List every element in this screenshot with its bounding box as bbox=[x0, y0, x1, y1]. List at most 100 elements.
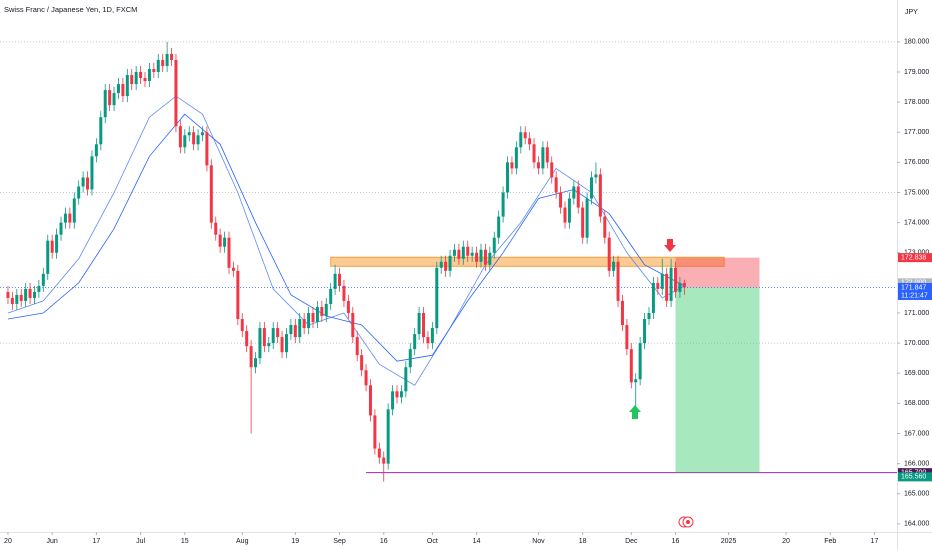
candle-body bbox=[483, 249, 487, 265]
candle-body bbox=[37, 285, 41, 292]
event-icon[interactable] bbox=[686, 520, 690, 524]
price-badge-label: 165.560 bbox=[901, 474, 926, 481]
candle-body bbox=[461, 246, 465, 259]
moving-average bbox=[7, 95, 685, 386]
candle-body bbox=[338, 273, 342, 286]
candle-body bbox=[501, 192, 505, 217]
y-tick-label: 168.000 bbox=[904, 400, 929, 407]
y-tick-label: 180.000 bbox=[904, 39, 929, 46]
candle-body bbox=[329, 288, 333, 304]
candle-body bbox=[448, 255, 452, 271]
x-tick-label: Sep bbox=[333, 538, 346, 545]
x-tick-label: 20 bbox=[782, 538, 790, 545]
candle-body bbox=[130, 75, 134, 85]
candle-body bbox=[116, 84, 120, 94]
candle-body bbox=[311, 312, 315, 323]
candle-body bbox=[86, 177, 90, 190]
candle-body bbox=[519, 132, 523, 148]
y-tick-label: 179.000 bbox=[904, 69, 929, 76]
x-tick-label: Nov bbox=[532, 538, 545, 545]
candle-body bbox=[59, 222, 63, 235]
x-tick-label: 16 bbox=[672, 538, 680, 545]
candle-body bbox=[545, 147, 549, 163]
candle-body bbox=[81, 177, 85, 187]
candle-body bbox=[134, 71, 138, 85]
candle-body bbox=[192, 132, 196, 145]
candle-body bbox=[625, 325, 629, 350]
candle-body bbox=[492, 237, 496, 253]
candle-body bbox=[457, 249, 461, 259]
candle-body bbox=[488, 252, 492, 265]
candle-body bbox=[333, 273, 337, 289]
candle-body bbox=[629, 349, 633, 383]
target-zone bbox=[675, 287, 760, 473]
y-tick-label: 166.000 bbox=[904, 460, 929, 467]
x-tick-label: 2025 bbox=[721, 538, 737, 545]
candle-body bbox=[567, 198, 571, 223]
candle-body bbox=[218, 234, 222, 247]
price-badge bbox=[898, 278, 932, 288]
candle-body bbox=[616, 261, 620, 301]
candle-body bbox=[293, 325, 297, 338]
candle-body bbox=[399, 391, 403, 398]
candle-body bbox=[506, 162, 510, 193]
candle-body bbox=[302, 319, 306, 329]
candle-body bbox=[342, 285, 346, 301]
candle-body bbox=[479, 249, 483, 262]
candle-body bbox=[121, 84, 125, 97]
candle-body bbox=[607, 237, 611, 271]
y-tick-label: 164.000 bbox=[904, 521, 929, 528]
candle-body bbox=[426, 337, 430, 344]
candle-body bbox=[245, 331, 249, 347]
candle-body bbox=[647, 312, 651, 320]
candle-body bbox=[514, 147, 518, 169]
candle-body bbox=[6, 291, 10, 298]
candle-body bbox=[669, 267, 673, 301]
candle-body bbox=[581, 207, 585, 238]
candle-body bbox=[360, 355, 364, 371]
candle-body bbox=[590, 177, 594, 199]
candle-body bbox=[594, 174, 598, 178]
candle-body bbox=[99, 117, 103, 145]
candle-body bbox=[373, 415, 377, 449]
y-tick-label: 176.000 bbox=[904, 159, 929, 166]
candle-body bbox=[205, 132, 209, 166]
price-badge-label: 171.847 bbox=[901, 284, 926, 291]
x-tick-label: Feb bbox=[824, 538, 836, 545]
candle-body bbox=[395, 391, 399, 398]
candle-body bbox=[276, 328, 280, 338]
candle-body bbox=[24, 288, 28, 301]
candle-body bbox=[174, 59, 178, 127]
candle-body bbox=[289, 325, 293, 335]
candle-body bbox=[280, 337, 284, 353]
plot-area bbox=[0, 41, 897, 482]
candle-body bbox=[674, 267, 678, 292]
candle-body bbox=[408, 349, 412, 368]
candle-body bbox=[377, 448, 381, 458]
candle-body bbox=[19, 294, 23, 301]
candle-body bbox=[108, 90, 112, 106]
candle-body bbox=[413, 334, 417, 350]
candle-body bbox=[643, 319, 647, 344]
candle-body bbox=[258, 328, 262, 359]
candle-body bbox=[572, 186, 576, 199]
candle-body bbox=[112, 93, 116, 106]
candle-body bbox=[391, 391, 395, 410]
x-tick-label: Jun bbox=[47, 538, 58, 545]
y-tick-label: 169.000 bbox=[904, 370, 929, 377]
candle-body bbox=[536, 162, 540, 169]
y-tick-label: 173.000 bbox=[904, 250, 929, 257]
candle-body bbox=[603, 216, 607, 238]
candle-body bbox=[682, 282, 686, 288]
candle-body bbox=[267, 343, 271, 347]
candle-body bbox=[678, 282, 682, 292]
candle-body bbox=[10, 297, 14, 304]
candle-body bbox=[386, 409, 390, 464]
candle-body bbox=[510, 162, 514, 169]
candle-body bbox=[227, 237, 231, 268]
candle-body bbox=[620, 300, 624, 326]
price-badge bbox=[898, 472, 932, 482]
x-tick-label: 19 bbox=[291, 538, 299, 545]
